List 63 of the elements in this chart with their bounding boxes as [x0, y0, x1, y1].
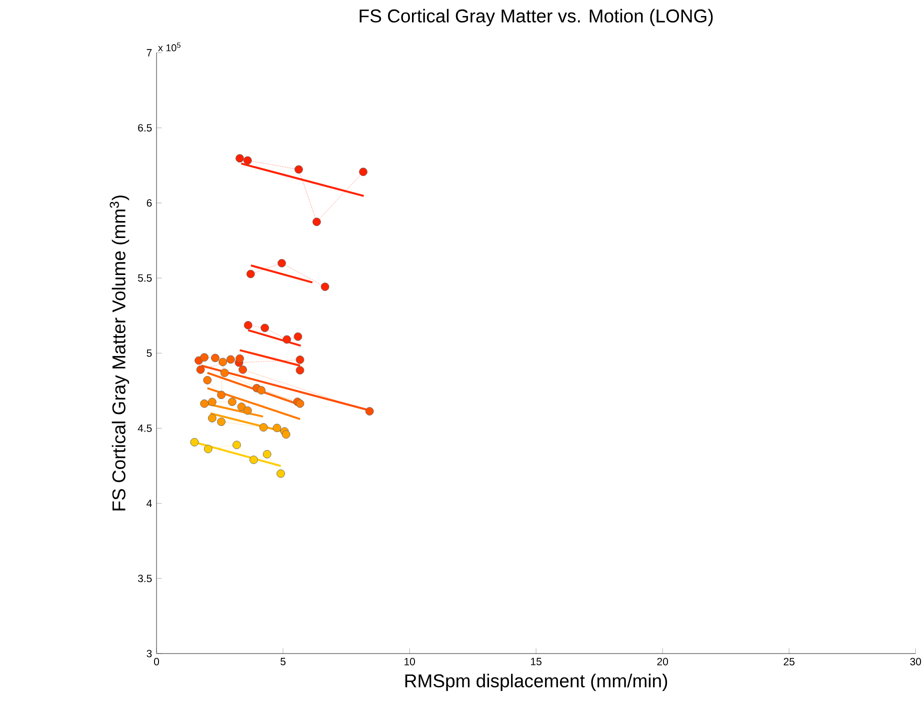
point — [260, 324, 270, 332]
point — [218, 358, 228, 366]
x-tick-label: 10 — [404, 658, 415, 666]
y-axis-title: FS Cortical Gray Matter Volume (mm$^{3}$) — [110, 196, 130, 510]
point — [278, 259, 286, 268]
point — [236, 154, 244, 163]
point — [272, 424, 282, 432]
point — [200, 353, 209, 362]
point — [217, 418, 226, 426]
chart-title: FS Cortical Gray Matter vs. Motion (LONG) — [360, 8, 713, 26]
y-tick-label: 7 — [146, 49, 152, 56]
point — [246, 270, 255, 278]
point — [196, 366, 205, 374]
point — [259, 423, 268, 432]
point — [237, 402, 246, 412]
point — [262, 450, 272, 458]
x-tick-label: 5 — [280, 658, 286, 666]
point — [217, 390, 226, 400]
point — [204, 444, 212, 454]
x-tick-label: 30 — [910, 658, 922, 666]
point — [249, 456, 258, 464]
point — [294, 165, 303, 174]
point — [236, 354, 244, 363]
x-tick-label: 25 — [784, 658, 794, 666]
point — [220, 368, 229, 378]
point — [244, 321, 252, 330]
point — [282, 335, 292, 344]
point — [296, 356, 304, 364]
point — [257, 386, 266, 394]
x-tick-label: 0 — [154, 658, 160, 666]
point — [359, 168, 368, 176]
point — [320, 282, 330, 291]
y-tick-label: 5 — [146, 350, 152, 357]
point — [296, 399, 304, 408]
y-tick-label: 4.5 — [138, 424, 152, 432]
x-tick-label: 15 — [531, 658, 542, 666]
point — [190, 438, 199, 446]
point — [238, 366, 248, 374]
x-tick-label: 20 — [657, 658, 668, 666]
point — [208, 414, 216, 422]
point — [200, 399, 209, 408]
y-tick-label: 3.5 — [138, 574, 152, 582]
x-axis-title: RMSpm displacement (mm/min) — [405, 674, 668, 692]
point — [243, 406, 252, 415]
text: x 10$^{5}$ — [158, 42, 180, 52]
point — [276, 469, 285, 478]
y-tick-label: 5.5 — [138, 274, 152, 282]
point — [296, 366, 304, 375]
point — [243, 156, 252, 165]
y-tick-label: 3 — [146, 650, 152, 658]
point — [232, 440, 241, 450]
point — [211, 354, 220, 362]
point — [228, 398, 236, 406]
point — [365, 407, 374, 416]
point — [294, 332, 302, 341]
point — [208, 398, 216, 406]
point — [226, 355, 235, 364]
point — [312, 218, 321, 226]
point — [203, 376, 212, 384]
y-tick-label: 6 — [146, 199, 152, 207]
y-tick-label: 6.5 — [138, 124, 152, 132]
y-tick-label: 4 — [146, 500, 152, 507]
point — [282, 430, 290, 439]
